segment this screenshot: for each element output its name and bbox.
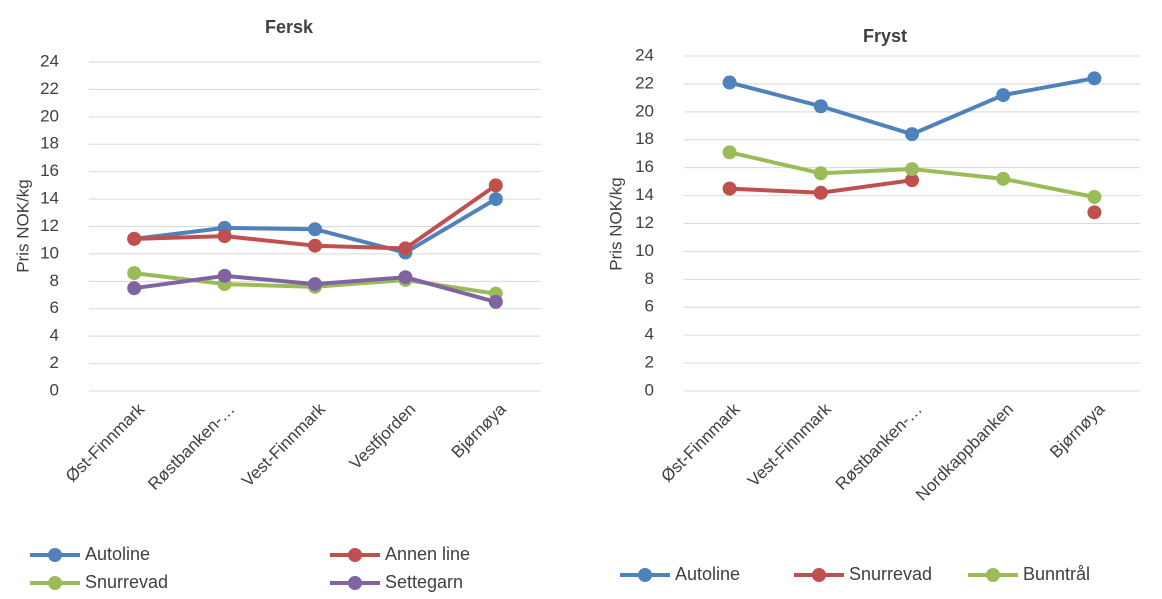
y-tick-label: 4 <box>50 326 59 345</box>
x-tick-label: Røstbanken-… <box>144 400 238 494</box>
data-point <box>813 99 828 114</box>
data-point <box>308 277 322 292</box>
legend-marker <box>348 548 362 562</box>
legend-label: Settegarn <box>385 572 463 592</box>
y-tick-label: 12 <box>635 213 654 232</box>
y-tick-label: 0 <box>50 380 59 399</box>
data-point <box>127 231 142 246</box>
y-tick-label: 14 <box>635 185 654 204</box>
y-tick-label: 16 <box>40 161 59 180</box>
data-point <box>905 127 919 142</box>
y-tick-label: 8 <box>50 271 59 290</box>
data-point <box>217 268 232 283</box>
data-point <box>996 171 1011 186</box>
y-axis-label: Pris NOK/kg <box>606 177 625 271</box>
y-tick-label: 2 <box>645 353 654 372</box>
y-tick-label: 24 <box>635 45 654 64</box>
y-tick-label: 4 <box>645 325 654 344</box>
data-point <box>1087 189 1102 204</box>
data-point <box>127 281 142 296</box>
data-point <box>905 162 919 177</box>
data-point <box>813 166 828 181</box>
y-tick-label: 18 <box>635 129 654 148</box>
data-point <box>722 145 737 160</box>
data-point <box>488 192 503 207</box>
data-point <box>398 270 413 285</box>
chart-title: Fersk <box>265 17 314 37</box>
x-tick-label: Bjørnøya <box>448 399 511 462</box>
legend-label: Snurrevad <box>849 564 932 584</box>
y-tick-label: 12 <box>40 216 59 235</box>
y-tick-label: 22 <box>635 73 654 92</box>
series-line <box>729 76 1095 137</box>
y-tick-label: 10 <box>635 241 654 260</box>
y-tick-label: 10 <box>40 243 59 262</box>
data-point <box>722 181 737 196</box>
x-tick-label: Bjørnøya <box>1046 399 1109 462</box>
y-tick-label: 6 <box>645 297 654 316</box>
legend-marker <box>48 576 62 590</box>
data-point <box>217 229 232 244</box>
legend-label: Autoline <box>85 544 150 564</box>
y-tick-label: 2 <box>50 353 59 372</box>
legend-label: Autoline <box>675 564 740 584</box>
legend-marker <box>48 548 62 562</box>
y-tick-label: 8 <box>645 269 654 288</box>
y-tick-label: 20 <box>635 101 654 120</box>
x-tick-label: Øst-Finnmark <box>62 399 149 486</box>
data-point <box>308 222 322 237</box>
y-tick-label: 24 <box>40 51 59 70</box>
chart-title: Fryst <box>863 26 907 46</box>
data-point <box>905 173 919 188</box>
x-tick-label: Nordkappbanken <box>912 400 1017 505</box>
data-point <box>488 178 503 193</box>
legend-label: Snurrevad <box>85 572 168 592</box>
y-tick-label: 16 <box>635 157 654 176</box>
y-axis-label: Pris NOK/kg <box>13 179 32 273</box>
y-tick-label: 22 <box>40 79 59 98</box>
legend-marker <box>638 568 652 582</box>
y-tick-label: 14 <box>40 189 59 208</box>
x-tick-label: Øst-Finnmark <box>657 399 744 486</box>
data-point <box>996 88 1011 103</box>
legend-marker <box>812 568 826 582</box>
x-tick-label: Vest-Finnmark <box>238 399 329 490</box>
legend-marker <box>348 576 362 590</box>
y-tick-label: 6 <box>50 298 59 317</box>
data-point <box>722 75 737 90</box>
data-point <box>1087 205 1102 220</box>
data-point <box>308 238 322 253</box>
data-point <box>813 185 828 200</box>
legend-label: Annen line <box>385 544 470 564</box>
x-tick-label: Røstbanken-… <box>832 400 926 494</box>
x-tick-label: Vest-Finnmark <box>744 399 835 490</box>
data-point <box>1087 71 1102 86</box>
legend-marker <box>986 568 1000 582</box>
x-tick-label: Vestfjorden <box>346 400 420 474</box>
legend-label: Bunntrål <box>1023 564 1090 584</box>
y-tick-label: 18 <box>40 134 59 153</box>
y-tick-label: 20 <box>40 106 59 125</box>
data-point <box>127 266 142 281</box>
y-tick-label: 0 <box>645 380 654 399</box>
data-point <box>398 241 413 256</box>
data-point <box>488 294 503 309</box>
